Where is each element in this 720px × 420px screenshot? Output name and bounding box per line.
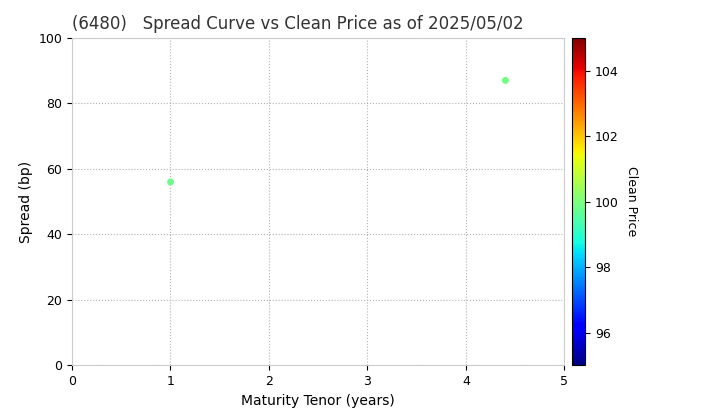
Text: (6480)   Spread Curve vs Clean Price as of 2025/05/02: (6480) Spread Curve vs Clean Price as of… bbox=[72, 16, 523, 34]
Point bbox=[500, 77, 511, 84]
Y-axis label: Clean Price: Clean Price bbox=[626, 166, 639, 237]
X-axis label: Maturity Tenor (years): Maturity Tenor (years) bbox=[241, 394, 395, 408]
Y-axis label: Spread (bp): Spread (bp) bbox=[19, 160, 33, 243]
Point bbox=[165, 178, 176, 185]
